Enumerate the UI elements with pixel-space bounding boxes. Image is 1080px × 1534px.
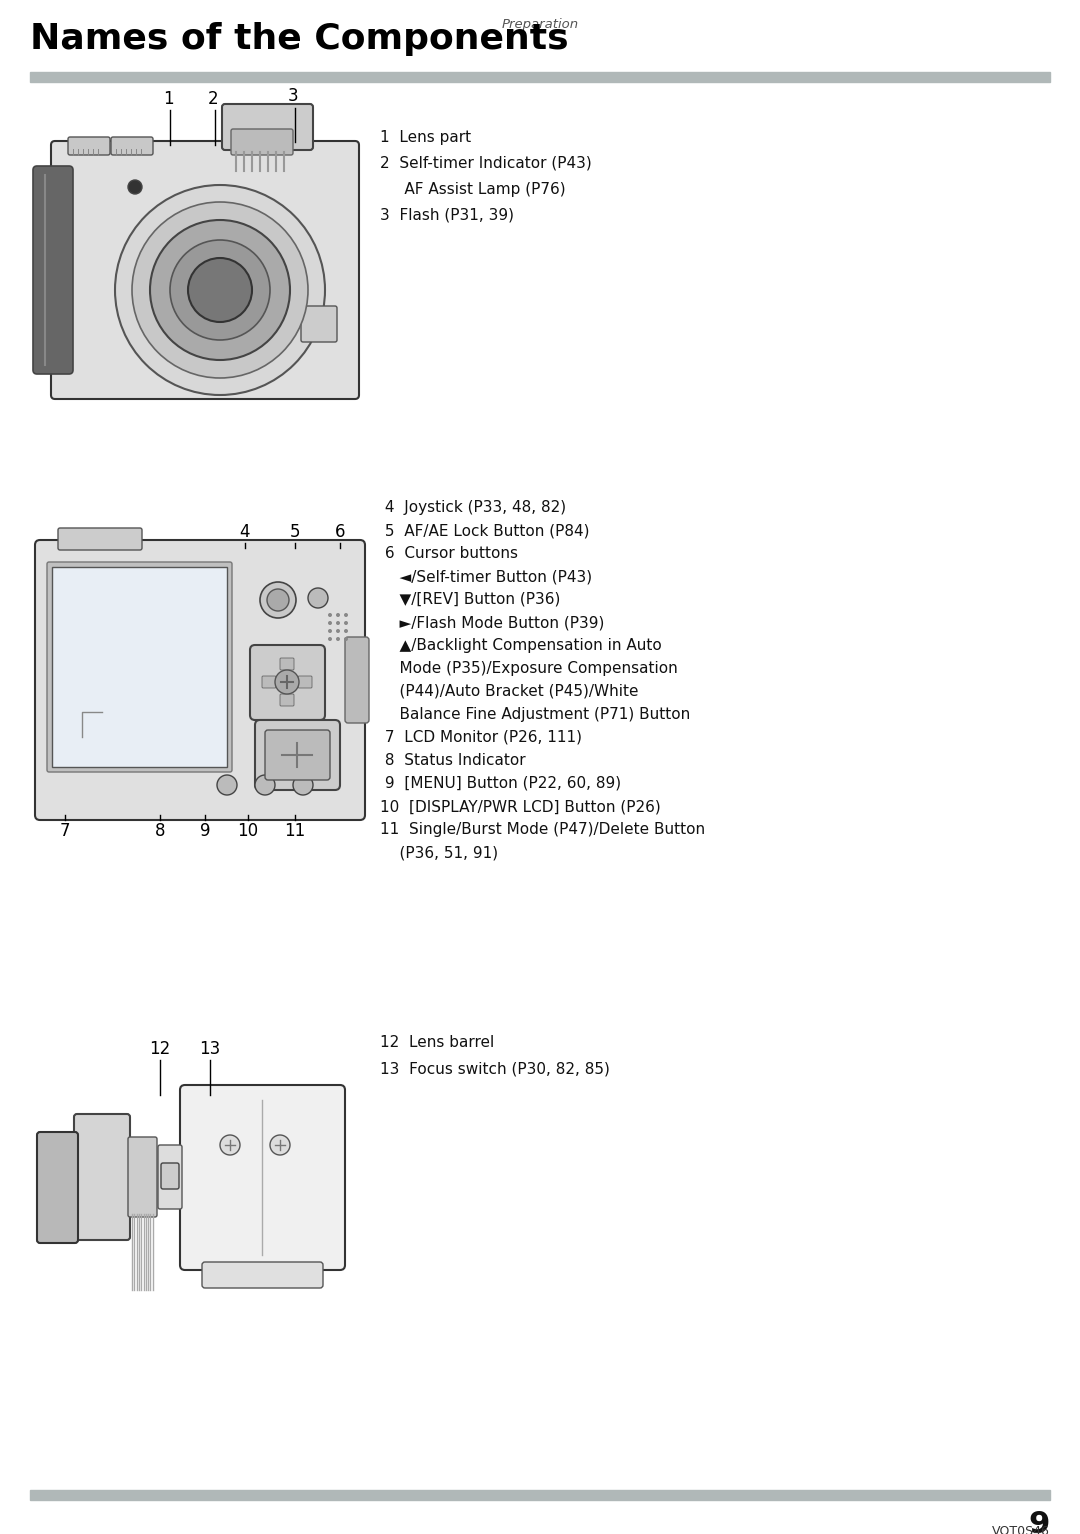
Text: Mode (P35)/Exposure Compensation: Mode (P35)/Exposure Compensation bbox=[380, 661, 678, 676]
Text: 3  Flash (P31, 39): 3 Flash (P31, 39) bbox=[380, 209, 514, 222]
FancyBboxPatch shape bbox=[68, 137, 110, 155]
Text: 10: 10 bbox=[238, 822, 258, 841]
Text: 12  Lens barrel: 12 Lens barrel bbox=[380, 1035, 495, 1049]
Text: ▲/Backlight Compensation in Auto: ▲/Backlight Compensation in Auto bbox=[380, 638, 662, 653]
Text: Names of the Components: Names of the Components bbox=[30, 21, 569, 57]
Text: 8: 8 bbox=[154, 822, 165, 841]
FancyBboxPatch shape bbox=[37, 1132, 78, 1243]
FancyBboxPatch shape bbox=[202, 1262, 323, 1289]
FancyBboxPatch shape bbox=[298, 676, 312, 689]
Text: 11  Single/Burst Mode (P47)/Delete Button: 11 Single/Burst Mode (P47)/Delete Button bbox=[380, 822, 705, 838]
Circle shape bbox=[328, 629, 332, 634]
Circle shape bbox=[220, 1135, 240, 1155]
Circle shape bbox=[293, 775, 313, 795]
Text: 2: 2 bbox=[207, 91, 218, 107]
FancyBboxPatch shape bbox=[222, 104, 313, 150]
FancyBboxPatch shape bbox=[280, 693, 294, 706]
Text: Balance Fine Adjustment (P71) Button: Balance Fine Adjustment (P71) Button bbox=[380, 707, 690, 723]
Text: 5: 5 bbox=[289, 523, 300, 542]
Circle shape bbox=[132, 202, 308, 377]
FancyBboxPatch shape bbox=[301, 305, 337, 342]
FancyBboxPatch shape bbox=[75, 1114, 130, 1239]
Text: AF Assist Lamp (P76): AF Assist Lamp (P76) bbox=[380, 183, 566, 196]
Circle shape bbox=[255, 775, 275, 795]
Text: 1  Lens part: 1 Lens part bbox=[380, 130, 471, 146]
FancyBboxPatch shape bbox=[33, 166, 73, 374]
Text: ►/Flash Mode Button (P39): ►/Flash Mode Button (P39) bbox=[380, 615, 605, 630]
Text: 6  Cursor buttons: 6 Cursor buttons bbox=[380, 546, 518, 561]
Circle shape bbox=[336, 637, 340, 641]
Circle shape bbox=[188, 258, 252, 322]
Text: (P44)/Auto Bracket (P45)/White: (P44)/Auto Bracket (P45)/White bbox=[380, 684, 638, 700]
FancyBboxPatch shape bbox=[345, 637, 369, 723]
Circle shape bbox=[129, 179, 141, 193]
Circle shape bbox=[345, 621, 348, 624]
Circle shape bbox=[345, 637, 348, 641]
FancyBboxPatch shape bbox=[161, 1163, 179, 1189]
FancyBboxPatch shape bbox=[262, 676, 276, 689]
Text: 13: 13 bbox=[200, 1040, 220, 1058]
Circle shape bbox=[328, 637, 332, 641]
FancyBboxPatch shape bbox=[180, 1085, 345, 1270]
Circle shape bbox=[217, 775, 237, 795]
FancyBboxPatch shape bbox=[51, 141, 359, 399]
FancyBboxPatch shape bbox=[255, 719, 340, 790]
Text: 9  [MENU] Button (P22, 60, 89): 9 [MENU] Button (P22, 60, 89) bbox=[380, 776, 621, 792]
Bar bbox=[30, 1490, 1050, 1500]
Text: 6: 6 bbox=[335, 523, 346, 542]
Text: 9: 9 bbox=[1028, 1509, 1050, 1534]
FancyBboxPatch shape bbox=[231, 129, 293, 155]
Text: 13  Focus switch (P30, 82, 85): 13 Focus switch (P30, 82, 85) bbox=[380, 1062, 610, 1075]
Circle shape bbox=[270, 1135, 291, 1155]
FancyBboxPatch shape bbox=[111, 137, 153, 155]
Text: 11: 11 bbox=[284, 822, 306, 841]
Circle shape bbox=[336, 621, 340, 624]
Circle shape bbox=[336, 614, 340, 617]
Text: 3: 3 bbox=[287, 87, 298, 104]
FancyBboxPatch shape bbox=[265, 730, 330, 779]
Text: 1: 1 bbox=[163, 91, 173, 107]
FancyBboxPatch shape bbox=[58, 528, 141, 551]
FancyBboxPatch shape bbox=[249, 644, 325, 719]
FancyBboxPatch shape bbox=[48, 561, 232, 772]
Text: 12: 12 bbox=[149, 1040, 171, 1058]
Text: 2  Self-timer Indicator (P43): 2 Self-timer Indicator (P43) bbox=[380, 156, 592, 170]
Text: ▼/[REV] Button (P36): ▼/[REV] Button (P36) bbox=[380, 592, 561, 607]
Text: 7  LCD Monitor (P26, 111): 7 LCD Monitor (P26, 111) bbox=[380, 730, 582, 746]
Text: (P36, 51, 91): (P36, 51, 91) bbox=[380, 845, 498, 861]
Circle shape bbox=[260, 581, 296, 618]
Circle shape bbox=[150, 219, 291, 360]
Text: 9: 9 bbox=[200, 822, 211, 841]
Text: Preparation: Preparation bbox=[501, 18, 579, 31]
Text: VQT0S46: VQT0S46 bbox=[993, 1525, 1050, 1534]
Text: 10  [DISPLAY/PWR LCD] Button (P26): 10 [DISPLAY/PWR LCD] Button (P26) bbox=[380, 799, 661, 815]
Bar bbox=[30, 72, 1050, 81]
Text: 4: 4 bbox=[240, 523, 251, 542]
Circle shape bbox=[275, 670, 299, 693]
FancyBboxPatch shape bbox=[35, 540, 365, 821]
Text: 7: 7 bbox=[59, 822, 70, 841]
Text: 4  Joystick (P33, 48, 82): 4 Joystick (P33, 48, 82) bbox=[380, 500, 566, 515]
Circle shape bbox=[345, 629, 348, 634]
Text: ◄/Self-timer Button (P43): ◄/Self-timer Button (P43) bbox=[380, 569, 592, 584]
Circle shape bbox=[308, 588, 328, 607]
Circle shape bbox=[328, 614, 332, 617]
Circle shape bbox=[170, 239, 270, 341]
FancyBboxPatch shape bbox=[280, 658, 294, 670]
Circle shape bbox=[267, 589, 289, 611]
Circle shape bbox=[345, 614, 348, 617]
FancyBboxPatch shape bbox=[129, 1137, 157, 1216]
FancyBboxPatch shape bbox=[52, 568, 227, 767]
Circle shape bbox=[328, 621, 332, 624]
Circle shape bbox=[336, 629, 340, 634]
Text: 8  Status Indicator: 8 Status Indicator bbox=[380, 753, 526, 769]
Circle shape bbox=[114, 186, 325, 394]
FancyBboxPatch shape bbox=[158, 1144, 183, 1209]
Text: 5  AF/AE Lock Button (P84): 5 AF/AE Lock Button (P84) bbox=[380, 523, 590, 538]
